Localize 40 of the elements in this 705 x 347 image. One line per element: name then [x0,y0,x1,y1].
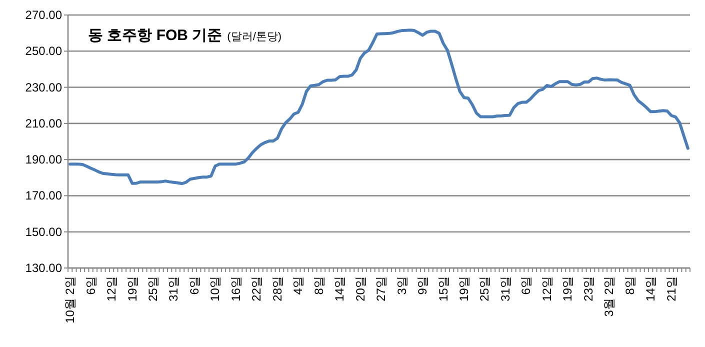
x-tick-label: 19일 [125,276,140,302]
x-tick-label: 3일 [394,276,409,295]
x-tick-label: 10일 [208,276,222,302]
x-tick-label: 9일 [416,276,430,295]
x-tick-label: 21일 [664,276,678,302]
x-tick-label: 22일 [250,276,264,302]
x-tick-label: 27일 [374,276,388,302]
x-tick-label: 20일 [353,276,368,302]
y-tick-label: 250.00 [25,44,62,58]
x-tick-label: 12일 [104,276,119,302]
y-tick-label: 170.00 [25,188,62,203]
x-tick-label: 6일 [187,276,202,295]
x-tick-label: 3월 2일 [602,276,616,317]
x-tick-label: 15일 [436,276,450,302]
x-tick-label: 10월 2일 [63,276,78,324]
x-tick-label: 12일 [540,276,554,302]
x-tick-label: 8일 [622,276,637,295]
y-tick-label: 210.00 [25,116,62,130]
x-tick-label: 31일 [166,276,181,302]
x-tick-label: 14일 [644,276,658,302]
x-tick-label: 6일 [84,276,98,295]
x-tick-label: 25일 [146,276,160,302]
x-tick-label: 25일 [478,276,492,302]
x-tick-label: 16일 [228,276,243,302]
x-tick-label: 19일 [560,276,575,302]
y-tick-label: 130.00 [25,261,62,275]
x-tick-label: 28일 [270,276,284,302]
x-tick-label: 31일 [498,276,512,302]
y-tick-label: 230.00 [25,80,62,94]
x-tick-label: 6일 [519,276,534,295]
y-tick-label: 270.00 [25,8,62,22]
x-tick-label: 23일 [581,276,596,302]
x-tick-label: 4일 [291,276,306,295]
text: (달러/톤당) [227,31,282,43]
x-tick-label: 8일 [312,276,326,295]
x-tick-label: 14일 [332,276,347,302]
x-tick-label: 19일 [457,276,472,302]
y-tick-label: 190.00 [25,152,62,167]
y-tick-label: 150.00 [25,224,62,239]
text: 동 호주항 FOB 기준 [88,27,222,44]
